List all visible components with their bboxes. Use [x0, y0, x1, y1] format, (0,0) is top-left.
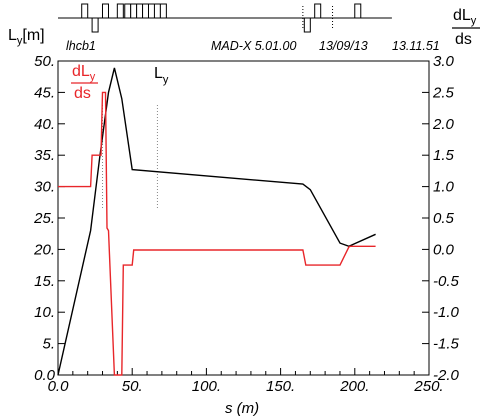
series-line-ly	[57, 67, 376, 376]
schematic-magnet-focus	[314, 3, 322, 19]
element-markers	[102, 105, 158, 209]
series-label-dly-num-main: dL	[72, 63, 90, 80]
lattice-schematic	[58, 3, 392, 33]
y-right-tick-label: -0.5	[433, 273, 460, 290]
y-left-tick-label: 20.	[33, 241, 55, 258]
x-tick-label: 0.0	[48, 378, 70, 395]
y-right-axis-num: dLy	[453, 7, 477, 27]
y-right-tick-label: 0.5	[433, 210, 455, 227]
y-left-axis-sub: y	[17, 35, 23, 47]
series-label-ly: Ly	[154, 65, 169, 86]
y-left-tick-label: 30.	[34, 179, 55, 196]
program-version: MAD-X 5.01.00	[211, 39, 297, 53]
series-label-ly-sub: y	[163, 74, 169, 86]
schematic-magnet-focus	[153, 3, 161, 19]
schematic-magnet-focus	[124, 3, 132, 19]
axis-ticks: 0.0 50. 100. 150. 200. 250. 0.0 5. 10. 15. 20. 25. 3…	[33, 53, 459, 395]
y-right-tick-label: -2.0	[433, 367, 460, 384]
y-left-tick-label: 5.	[42, 336, 55, 353]
y-left-tick-label: 10.	[34, 304, 55, 321]
schematic-magnet-defocus	[91, 17, 99, 33]
schematic-magnet-focus	[136, 3, 144, 19]
series-line-dly-ds	[58, 91, 376, 376]
series-lines	[57, 67, 376, 376]
schematic-magnet-focus	[159, 3, 167, 19]
x-axis-label: s (m)	[225, 400, 259, 417]
x-tick-label: 100.	[192, 378, 221, 395]
plot-id: lhcb1	[66, 39, 96, 53]
y-right-tick-label: -1.5	[433, 336, 460, 353]
run-time: 13.11.51	[392, 39, 440, 53]
series-label-dly-den: ds	[74, 85, 91, 102]
schematic-magnet-focus	[354, 3, 362, 19]
schematic-magnet-focus	[147, 3, 155, 19]
schematic-magnet-focus	[142, 3, 150, 19]
run-date: 13/09/13	[319, 39, 368, 53]
y-right-tick-label: 2.5	[432, 84, 455, 101]
y-left-tick-label: 45.	[34, 84, 55, 101]
x-tick-label: 150.	[266, 378, 295, 395]
y-left-axis-unit: [m]	[22, 27, 44, 44]
schematic-magnet-defocus	[303, 17, 311, 33]
y-left-tick-label: 40.	[34, 116, 55, 133]
y-left-axis-title: Ly[m]	[8, 27, 45, 47]
plot-frame	[57, 60, 430, 376]
y-left-tick-label: 35.	[34, 147, 55, 164]
series-label-dly-num: dLy	[72, 63, 96, 83]
x-tick-label: 250.	[413, 378, 443, 395]
y-right-tick-label: -1.0	[433, 304, 460, 321]
y-right-tick-label: 1.5	[433, 147, 455, 164]
y-right-axis-title: dLy ds	[452, 7, 480, 48]
schematic-magnet-focus	[81, 3, 89, 19]
y-right-tick-label: 2.0	[432, 116, 455, 133]
series-label-ly-main: L	[154, 65, 163, 82]
y-left-tick-label: 50.	[34, 53, 55, 70]
y-left-tick-label: 15.	[34, 273, 55, 290]
y-right-tick-label: 1.0	[433, 179, 455, 196]
x-tick-label: 50.	[122, 378, 143, 395]
y-right-tick-label: 0.0	[433, 241, 455, 258]
schematic-magnet-focus	[130, 3, 138, 19]
y-left-tick-label: 0.0	[34, 367, 56, 384]
y-right-tick-label: 3.0	[433, 53, 455, 70]
series-label-dly: dLy ds	[71, 63, 98, 102]
schematic-magnet-focus	[101, 3, 109, 19]
y-right-axis-den: ds	[455, 31, 472, 48]
y-right-axis-num-sub: y	[471, 15, 477, 27]
schematic-magnet-focus	[116, 3, 124, 19]
y-left-axis-main: L	[8, 27, 17, 44]
x-tick-label: 200.	[339, 378, 369, 395]
series-label-dly-num-sub: y	[90, 71, 96, 83]
y-right-axis-num-main: dL	[453, 7, 471, 24]
y-left-tick-label: 25.	[33, 210, 55, 227]
